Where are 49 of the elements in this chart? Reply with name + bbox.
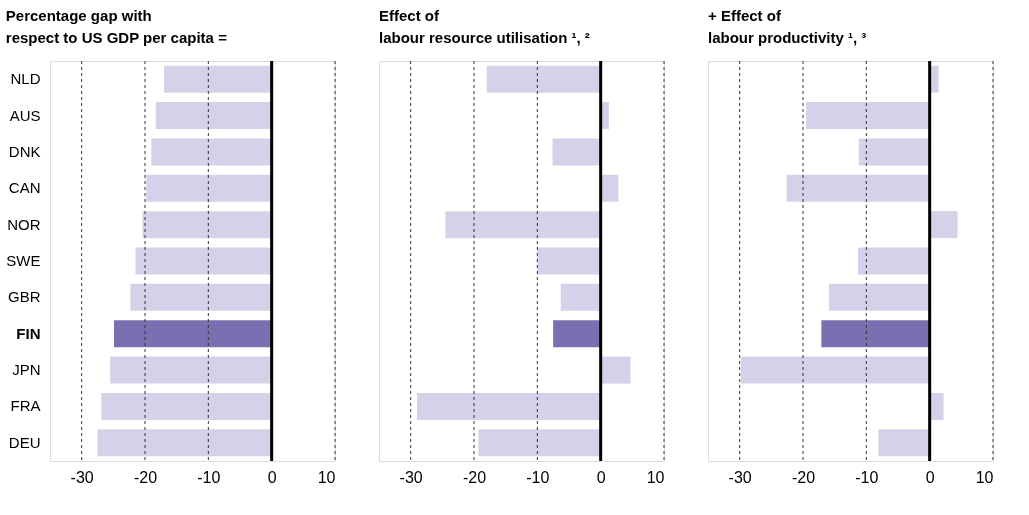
x-tick-label: 0 [925,468,935,486]
bar [858,138,930,166]
y-tick-label: AUS [9,106,41,124]
y-tick-label: JPN [12,361,41,379]
y-tick-label: NLD [10,70,41,88]
bar [806,102,930,130]
chart-title: Effect of labour resource utilisation ¹, ² [379,6,590,46]
bar [553,320,601,348]
y-tick-label: DNK [8,142,41,160]
bar [828,283,930,311]
x-tick-label: -30 [70,468,94,486]
y-tick-label: NOR [7,215,41,233]
x-tick-label: -20 [133,468,158,486]
x-tick-label: 0 [267,468,277,486]
x-tick-label: -30 [399,468,423,486]
x-tick-label: 10 [317,468,336,486]
bar [740,356,930,384]
x-tick-label: 0 [596,468,606,486]
x-tick-label: -30 [728,468,752,486]
bar [600,356,631,384]
bar [478,429,601,457]
bar [600,174,619,202]
x-tick-label: -10 [197,468,221,486]
x-tick-label: 10 [975,468,994,486]
y-tick-label: SWE [6,252,41,269]
bar [821,320,930,348]
bar [552,138,601,166]
bar [878,429,930,457]
bar [929,392,944,420]
y-tick-label: FRA [10,397,41,415]
y-tick-label: GBR [7,288,41,306]
y-tick-label: CAN [8,179,41,197]
bar [858,247,930,275]
bar [417,392,601,420]
x-tick-label: -20 [462,468,487,486]
bar [486,65,601,93]
bar [537,247,601,275]
y-tick-label: FIN [16,324,41,342]
bar [929,211,958,239]
bar [560,283,601,311]
bar [445,211,601,239]
x-tick-label: -20 [791,468,816,486]
chart-title: + Effect of labour productivity ¹, ³ [708,6,867,46]
bar [786,174,930,202]
x-tick-label: 10 [646,468,665,486]
y-tick-label: DEU [8,433,41,451]
chart-title: Percentage gap with respect to US GDP per capita = [5,6,228,46]
x-tick-label: -10 [855,468,879,486]
x-tick-label: -10 [526,468,550,486]
